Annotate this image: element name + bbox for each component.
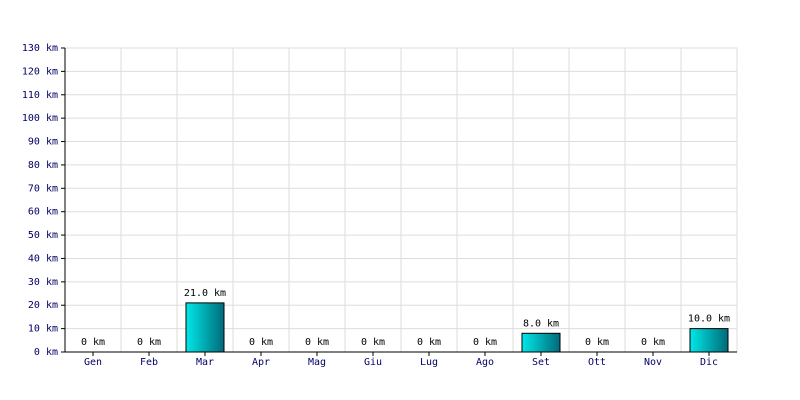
x-tick-label: Set (532, 357, 550, 368)
x-tick-label: Dic (700, 357, 718, 368)
value-label: 0 km (137, 337, 161, 348)
x-tick-label: Mag (308, 357, 326, 368)
bar (521, 332, 561, 353)
value-label: 0 km (417, 337, 441, 348)
y-tick-label: 120 km (22, 66, 58, 77)
value-label: 10.0 km (688, 314, 730, 325)
value-label: 0 km (249, 337, 273, 348)
y-tick-label: 70 km (28, 183, 58, 194)
y-tick-label: 100 km (22, 113, 58, 124)
y-tick-label: 110 km (22, 90, 58, 101)
y-tick-label: 50 km (28, 230, 58, 241)
value-label: 0 km (585, 337, 609, 348)
value-label: 0 km (641, 337, 665, 348)
bar (689, 328, 729, 353)
x-tick-label: Ago (476, 357, 494, 368)
value-label: 0 km (473, 337, 497, 348)
x-tick-label: Apr (252, 357, 270, 368)
value-label: 8.0 km (523, 318, 559, 329)
y-tick-label: 0 km (34, 347, 58, 358)
x-tick-label: Mar (196, 357, 214, 368)
y-tick-label: 60 km (28, 207, 58, 218)
y-tick-label: 130 km (22, 43, 58, 54)
value-label: 0 km (361, 337, 385, 348)
y-tick-label: 20 km (28, 300, 58, 311)
x-tick-label: Giu (364, 357, 382, 368)
y-tick-label: 30 km (28, 277, 58, 288)
value-label: 0 km (305, 337, 329, 348)
value-label: 21.0 km (184, 288, 226, 299)
x-tick-label: Gen (84, 357, 102, 368)
y-tick-label: 10 km (28, 324, 58, 335)
x-tick-label: Feb (140, 357, 158, 368)
x-tick-label: Nov (644, 357, 662, 368)
value-label: 0 km (81, 337, 105, 348)
y-tick-label: 40 km (28, 253, 58, 264)
y-tick-label: 80 km (28, 160, 58, 171)
x-tick-label: Lug (420, 357, 438, 368)
y-tick-label: 90 km (28, 137, 58, 148)
bar (185, 302, 225, 353)
x-tick-label: Ott (588, 357, 606, 368)
